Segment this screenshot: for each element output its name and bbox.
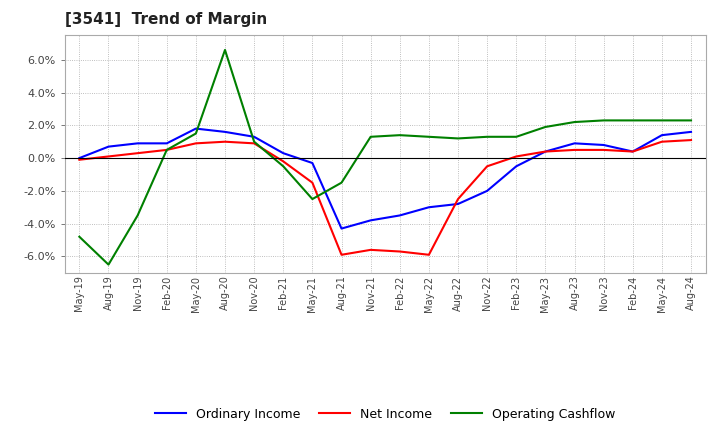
Net Income bbox=[687, 137, 696, 143]
Net Income bbox=[395, 249, 404, 254]
Net Income bbox=[250, 141, 258, 146]
Operating Cashflow bbox=[570, 119, 579, 125]
Net Income bbox=[541, 149, 550, 154]
Operating Cashflow bbox=[192, 131, 200, 136]
Ordinary Income bbox=[599, 143, 608, 148]
Operating Cashflow bbox=[657, 118, 666, 123]
Ordinary Income bbox=[629, 149, 637, 154]
Net Income bbox=[657, 139, 666, 144]
Ordinary Income bbox=[512, 164, 521, 169]
Net Income bbox=[133, 150, 142, 156]
Net Income bbox=[220, 139, 229, 144]
Line: Net Income: Net Income bbox=[79, 140, 691, 255]
Net Income bbox=[192, 141, 200, 146]
Operating Cashflow bbox=[512, 134, 521, 139]
Operating Cashflow bbox=[279, 164, 287, 169]
Ordinary Income bbox=[163, 141, 171, 146]
Operating Cashflow bbox=[250, 139, 258, 144]
Net Income bbox=[366, 247, 375, 253]
Ordinary Income bbox=[133, 141, 142, 146]
Net Income bbox=[425, 252, 433, 257]
Text: [3541]  Trend of Margin: [3541] Trend of Margin bbox=[65, 12, 267, 27]
Operating Cashflow bbox=[133, 213, 142, 218]
Ordinary Income bbox=[279, 150, 287, 156]
Operating Cashflow bbox=[308, 196, 317, 202]
Net Income bbox=[483, 164, 492, 169]
Ordinary Income bbox=[395, 213, 404, 218]
Net Income bbox=[512, 154, 521, 159]
Operating Cashflow bbox=[220, 48, 229, 53]
Line: Ordinary Income: Ordinary Income bbox=[79, 128, 691, 228]
Ordinary Income bbox=[220, 129, 229, 135]
Ordinary Income bbox=[104, 144, 113, 149]
Operating Cashflow bbox=[75, 234, 84, 239]
Net Income bbox=[279, 159, 287, 164]
Net Income bbox=[163, 147, 171, 153]
Operating Cashflow bbox=[599, 118, 608, 123]
Net Income bbox=[570, 147, 579, 153]
Operating Cashflow bbox=[163, 147, 171, 153]
Ordinary Income bbox=[657, 132, 666, 138]
Ordinary Income bbox=[366, 218, 375, 223]
Operating Cashflow bbox=[366, 134, 375, 139]
Operating Cashflow bbox=[395, 132, 404, 138]
Operating Cashflow bbox=[541, 125, 550, 130]
Ordinary Income bbox=[75, 155, 84, 161]
Ordinary Income bbox=[337, 226, 346, 231]
Net Income bbox=[337, 252, 346, 257]
Ordinary Income bbox=[483, 188, 492, 194]
Ordinary Income bbox=[454, 202, 462, 207]
Operating Cashflow bbox=[454, 136, 462, 141]
Net Income bbox=[104, 154, 113, 159]
Net Income bbox=[629, 149, 637, 154]
Line: Operating Cashflow: Operating Cashflow bbox=[79, 50, 691, 264]
Operating Cashflow bbox=[104, 262, 113, 267]
Ordinary Income bbox=[541, 149, 550, 154]
Legend: Ordinary Income, Net Income, Operating Cashflow: Ordinary Income, Net Income, Operating C… bbox=[150, 403, 621, 425]
Ordinary Income bbox=[425, 205, 433, 210]
Operating Cashflow bbox=[483, 134, 492, 139]
Net Income bbox=[75, 157, 84, 162]
Operating Cashflow bbox=[687, 118, 696, 123]
Net Income bbox=[308, 180, 317, 185]
Ordinary Income bbox=[192, 126, 200, 131]
Operating Cashflow bbox=[629, 118, 637, 123]
Net Income bbox=[599, 147, 608, 153]
Operating Cashflow bbox=[425, 134, 433, 139]
Operating Cashflow bbox=[337, 180, 346, 185]
Ordinary Income bbox=[687, 129, 696, 135]
Net Income bbox=[454, 196, 462, 202]
Ordinary Income bbox=[570, 141, 579, 146]
Ordinary Income bbox=[308, 160, 317, 165]
Ordinary Income bbox=[250, 134, 258, 139]
